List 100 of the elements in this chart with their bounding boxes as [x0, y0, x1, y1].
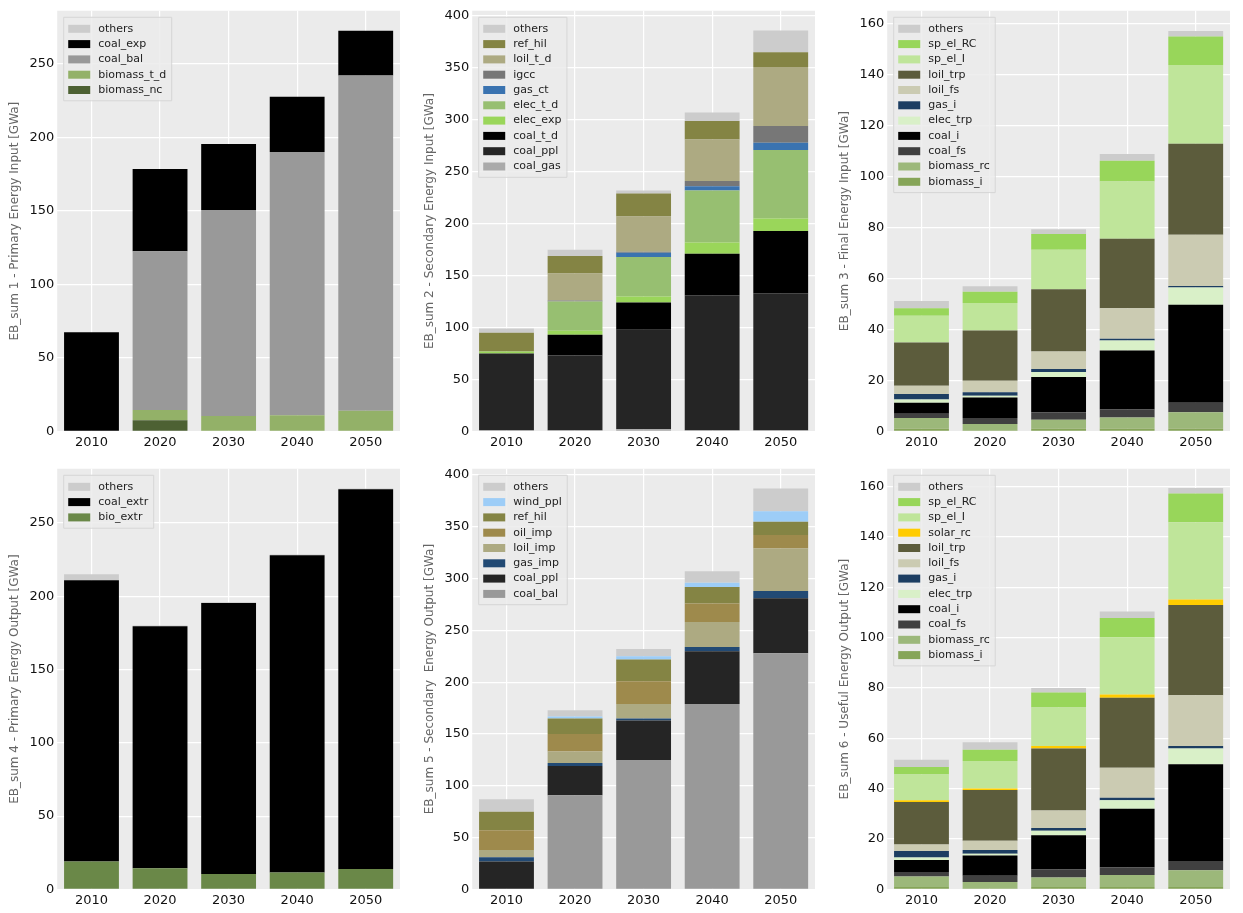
x-tick-label: 2010 [489, 433, 524, 449]
y-tick-label: 200 [29, 587, 55, 603]
y-tick-label: 400 [444, 7, 470, 23]
y-tick-label: 80 [867, 218, 885, 234]
y-tick-label: 100 [29, 734, 55, 750]
x-tick-label: 2020 [973, 891, 1007, 907]
legend-label: sp_el_I [928, 510, 965, 524]
legend-label: igcc [513, 67, 536, 81]
legend-label: others [513, 479, 549, 493]
legend-label: bio_extr [98, 510, 143, 524]
y-tick-label: 120 [859, 116, 885, 132]
legend-label: biomass_nc [98, 82, 163, 96]
y-tick-label: 350 [444, 518, 470, 534]
legend-label: gas_i [928, 98, 957, 112]
legend-label: ref_hil [513, 36, 547, 50]
y-tick-label: 400 [444, 466, 470, 482]
legend-label: others [98, 21, 134, 35]
legend-label: elec_trp [928, 113, 973, 127]
y-tick-label: 100 [859, 167, 885, 183]
legend-label: others [98, 479, 134, 493]
x-tick-label: 2050 [764, 433, 798, 449]
x-tick-label: 2040 [695, 433, 729, 449]
legend-label: loil_fs [928, 556, 960, 570]
y-tick-label: 100 [29, 275, 55, 291]
y-tick-label: 150 [444, 267, 470, 282]
y-tick-label: 60 [867, 729, 885, 745]
x-tick-label: 2020 [558, 891, 592, 907]
legend-label: coal_t_d [513, 128, 559, 142]
x-tick-label: 2040 [280, 433, 314, 449]
y-axis-title: EB_sum 3 - Final Energy Input [GWa] [837, 111, 852, 332]
y-tick-label: 20 [867, 830, 885, 846]
x-tick-label: 2050 [764, 891, 798, 907]
x-tick-label: 2020 [973, 433, 1007, 449]
y-tick-label: 250 [444, 621, 470, 637]
legend-label: loil_trp [928, 67, 966, 81]
legend-label: solar_rc [928, 525, 971, 539]
x-tick-label: 2030 [1042, 891, 1076, 907]
y-tick-label: 140 [859, 528, 885, 544]
y-tick-label: 20 [867, 371, 885, 387]
x-tick-label: 2040 [280, 891, 314, 907]
x-tick-label: 2050 [1179, 433, 1213, 449]
y-tick-label: 250 [29, 514, 55, 530]
legend-label: sp_el_RC [928, 494, 977, 508]
x-tick-label: 2010 [489, 891, 524, 907]
x-tick-label: 2040 [1110, 433, 1144, 449]
y-tick-label: 80 [867, 679, 885, 695]
legend-label: gas_ct [513, 82, 550, 96]
legend-label: biomass_t_d [98, 67, 167, 81]
y-tick-label: 100 [444, 777, 470, 793]
y-axis-title: EB_sum 6 - Useful Energy Output [GWa] [837, 558, 852, 800]
x-tick-label: 2050 [349, 433, 383, 449]
legend-label: sp_el_RC [928, 36, 977, 50]
x-tick-label: 2030 [212, 433, 246, 449]
y-tick-label: 50 [37, 349, 55, 365]
legend-label: biomass_i [928, 174, 983, 188]
legend-label: coal_ppl [513, 144, 559, 158]
x-tick-label: 2030 [1042, 433, 1076, 449]
legend-label: coal_i [928, 602, 960, 616]
y-tick-label: 0 [460, 880, 470, 896]
legend-label: coal_extr [98, 494, 149, 508]
x-tick-label: 2010 [904, 891, 939, 907]
legend-label: coal_fs [928, 617, 967, 631]
x-tick-label: 2030 [212, 891, 246, 907]
legend-label: loil_imp [513, 540, 556, 554]
legend-label: gas_i [928, 571, 957, 585]
y-tick-label: 250 [444, 163, 470, 179]
y-tick-label: 250 [29, 55, 55, 71]
x-tick-label: 2050 [1179, 891, 1213, 907]
y-tick-label: 100 [444, 318, 470, 334]
y-tick-label: 60 [867, 269, 885, 285]
legend-label: loil_fs [928, 82, 960, 96]
legend-label: coal_exp [98, 36, 147, 50]
x-tick-label: 2020 [143, 891, 177, 907]
x-tick-label: 2010 [74, 433, 109, 449]
y-axis-title: EB_sum 2 - Secondary Energy Input [GWa] [422, 93, 437, 350]
x-tick-label: 2010 [74, 891, 109, 907]
legend-label: gas_imp [513, 556, 559, 570]
y-tick-label: 50 [452, 370, 470, 386]
y-tick-label: 0 [875, 422, 885, 438]
x-tick-label: 2020 [143, 433, 177, 449]
y-tick-label: 0 [460, 422, 470, 438]
y-tick-label: 200 [444, 673, 470, 689]
legend-label: coal_gas [513, 159, 562, 173]
x-tick-label: 2040 [695, 891, 729, 907]
x-tick-label: 2030 [627, 433, 661, 449]
y-tick-label: 300 [444, 569, 470, 585]
y-tick-label: 200 [444, 215, 470, 231]
y-tick-label: 40 [867, 780, 885, 796]
y-tick-label: 0 [45, 422, 55, 438]
legend-label: biomass_rc [928, 632, 990, 646]
y-tick-label: 160 [859, 14, 885, 30]
legend-label: others [513, 21, 549, 35]
legend-label: others [928, 479, 964, 493]
x-tick-label: 2020 [558, 433, 592, 449]
y-tick-label: 100 [859, 628, 885, 644]
y-tick-label: 150 [29, 202, 55, 218]
legend-label: coal_fs [928, 144, 967, 158]
x-tick-label: 2050 [349, 891, 383, 907]
y-tick-label: 0 [45, 880, 55, 896]
legend-label: biomass_rc [928, 159, 990, 173]
